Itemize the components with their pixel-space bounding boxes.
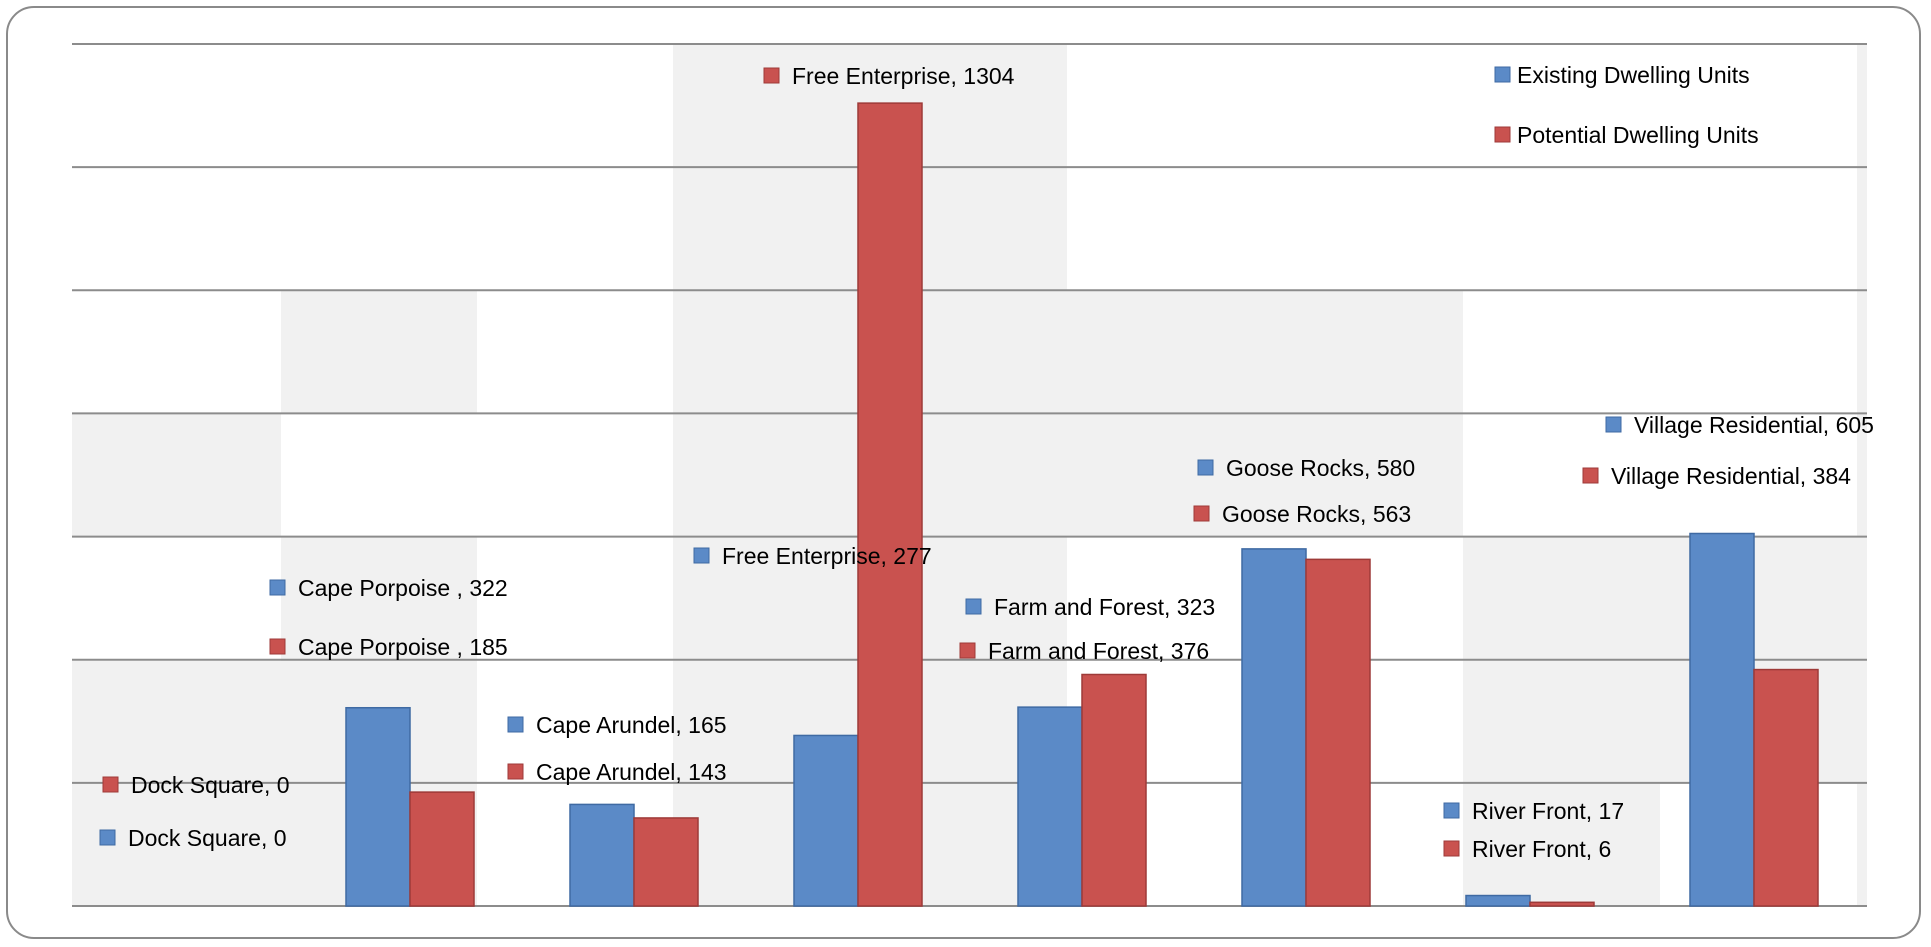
bar-potential-5	[1305, 558, 1371, 907]
data-label: River Front, 6	[1472, 836, 1611, 862]
bar-existing-2	[569, 803, 635, 907]
legend-marker	[1494, 66, 1511, 83]
data-label: Farm and Forest, 323	[994, 594, 1215, 620]
bar-existing-3	[793, 734, 859, 907]
bar-potential-4	[1081, 673, 1147, 907]
bar-potential-7	[1753, 668, 1819, 907]
data-label: Dock Square, 0	[131, 772, 290, 798]
bar-existing-6	[1465, 894, 1531, 907]
data-label: Cape Arundel, 143	[536, 759, 727, 785]
data-label: Free Enterprise, 1304	[792, 63, 1015, 89]
background-band	[281, 290, 477, 414]
data-label-marker	[693, 547, 710, 564]
bar-potential-2	[633, 817, 699, 907]
data-label: Cape Arundel, 165	[536, 712, 727, 738]
bar-potential-1	[409, 791, 475, 907]
data-label: Village Residential, 384	[1611, 463, 1851, 489]
data-label: Cape Porpoise , 185	[298, 634, 508, 660]
bar-potential-6	[1529, 901, 1595, 907]
data-label: Cape Porpoise , 322	[298, 575, 508, 601]
data-label: Village Residential, 605	[1634, 412, 1874, 438]
background-band	[72, 413, 281, 537]
bars	[345, 102, 1819, 907]
background-band	[1463, 537, 1660, 906]
data-label-marker	[1443, 802, 1460, 819]
bar-existing-5	[1241, 548, 1307, 907]
bar-existing-7	[1689, 532, 1755, 907]
data-label-marker	[1605, 416, 1622, 433]
legend-entry: Existing Dwelling Units	[1517, 62, 1750, 88]
data-label-marker	[269, 638, 286, 655]
data-label-marker	[269, 579, 286, 596]
legend-marker	[1494, 126, 1511, 143]
legend-entry: Potential Dwelling Units	[1517, 122, 1759, 148]
data-label: Goose Rocks, 580	[1226, 455, 1415, 481]
data-label-marker	[1582, 467, 1599, 484]
background-band	[1857, 44, 1867, 906]
data-label-marker	[1193, 505, 1210, 522]
bar-existing-1	[345, 706, 411, 907]
data-label-marker	[965, 598, 982, 615]
data-label-marker	[102, 776, 119, 793]
data-label-marker	[507, 716, 524, 733]
bar-existing-4	[1017, 706, 1083, 907]
data-label-marker	[507, 763, 524, 780]
data-label-marker	[763, 67, 780, 84]
data-label-marker	[99, 829, 116, 846]
data-label: Goose Rocks, 563	[1222, 501, 1411, 527]
legend: Existing Dwelling Units Potential Dwellin…	[1494, 62, 1759, 148]
data-label-marker	[1197, 459, 1214, 476]
data-label: Free Enterprise, 277	[722, 543, 932, 569]
data-label-marker	[959, 642, 976, 659]
bar-potential-3	[857, 102, 923, 907]
data-label-marker	[1443, 840, 1460, 857]
data-labels: Dock Square, 0 Dock Square, 0 Cape Porpois…	[99, 63, 1874, 862]
data-label: River Front, 17	[1472, 798, 1624, 824]
data-label: Farm and Forest, 376	[988, 638, 1209, 664]
data-label: Dock Square, 0	[128, 825, 287, 851]
